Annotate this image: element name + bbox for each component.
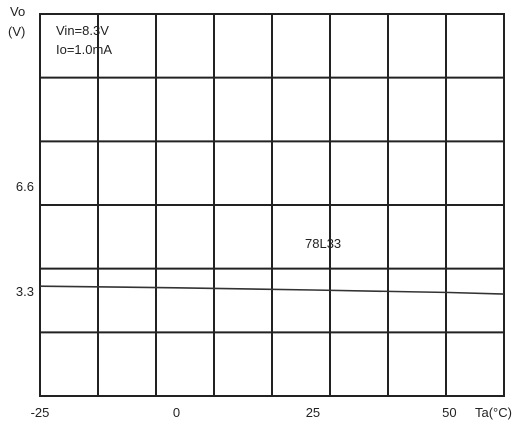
y-tick-label: 3.3 — [16, 284, 34, 299]
series-layer — [39, 285, 505, 295]
x-tick-labels: -25 0 25 50 — [31, 405, 457, 420]
y-tick-labels: 6.6 3.3 — [16, 179, 34, 299]
x-axis-label: Ta(°C) — [475, 405, 512, 420]
x-tick-label: -25 — [31, 405, 50, 420]
x-tick-label: 0 — [173, 405, 180, 420]
y-axis-unit: (V) — [8, 24, 25, 39]
x-tick-label: 50 — [442, 405, 456, 420]
series-line-0 — [39, 285, 505, 295]
grid — [40, 14, 504, 396]
condition-io: Io=1.0mA — [56, 42, 112, 57]
condition-vin: Vin=8.3V — [56, 23, 109, 38]
plot-frame — [39, 13, 505, 397]
x-tick-label: 25 — [306, 405, 320, 420]
y-axis-label: Vo — [10, 4, 25, 19]
y-tick-label: 6.6 — [16, 179, 34, 194]
series-label: 78L33 — [305, 236, 341, 251]
